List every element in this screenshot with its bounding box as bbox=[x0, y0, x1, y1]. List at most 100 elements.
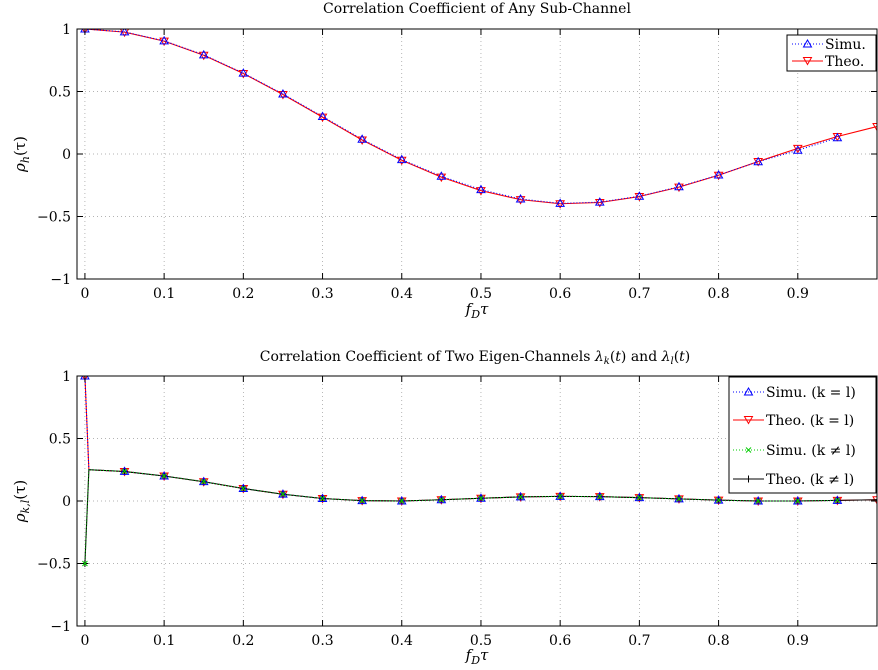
data-point bbox=[636, 494, 643, 501]
y-tick-label: 0.5 bbox=[49, 85, 71, 101]
data-point bbox=[515, 196, 526, 205]
data-point bbox=[515, 193, 526, 203]
legend-entry-theo-neq: Theo. (k ≠ l) bbox=[733, 472, 854, 488]
chart-top: Correlation Coefficient of Any Sub-Chann… bbox=[11, 1, 878, 321]
x-tick-label: 0.5 bbox=[470, 633, 492, 649]
data-point bbox=[476, 187, 486, 196]
data-point bbox=[755, 498, 762, 504]
data-point bbox=[159, 35, 169, 45]
x-tick-label: 0.6 bbox=[549, 633, 571, 649]
chart-top-grid bbox=[77, 28, 877, 280]
data-point bbox=[872, 123, 877, 132]
data-point bbox=[161, 473, 167, 479]
x-tick-label: 0.6 bbox=[549, 286, 571, 302]
chart-bottom-legend-box bbox=[728, 376, 877, 494]
legend-label-theo-neq: Theo. (k ≠ l) bbox=[766, 472, 854, 488]
data-point bbox=[280, 491, 286, 497]
chart-top-legend: Simu. Theo. bbox=[786, 34, 877, 72]
legend-label-simu: Simu. bbox=[825, 37, 866, 53]
legend-label-theo: Theo. bbox=[825, 54, 864, 70]
legend-entry-simu-neq: Simu. (k ≠ l) bbox=[733, 443, 856, 459]
data-point bbox=[436, 173, 447, 183]
x-tick-label: 0.4 bbox=[391, 633, 413, 649]
data-point bbox=[674, 183, 684, 193]
chart-bottom-legend: Simu. (k = l) Theo. (k = l) Simu. (k ≠ l… bbox=[728, 376, 877, 494]
data-point bbox=[476, 184, 486, 194]
data-point bbox=[517, 494, 524, 500]
legend-marker-theo-neq bbox=[745, 475, 752, 483]
legend-label-simu-neq: Simu. (k ≠ l) bbox=[766, 443, 856, 459]
x-tick-label: 0 bbox=[80, 633, 89, 649]
data-point bbox=[119, 466, 130, 475]
series-line bbox=[84, 29, 838, 204]
data-point bbox=[713, 171, 724, 181]
x-tick-label: 0.2 bbox=[232, 286, 254, 302]
data-point bbox=[832, 495, 843, 504]
chart-bottom-ticks: 0 0.1 0.2 0.3 0.4 0.5 0.6 0.7 0.8 0.9 −1 −0.5 0 0.5 1 bbox=[37, 369, 877, 649]
x-tick-label: 0.3 bbox=[311, 286, 333, 302]
data-point bbox=[594, 199, 605, 208]
y-tick-label: −0.5 bbox=[37, 210, 71, 226]
chart-bottom: Correlation Coefficient of Two Eigen-Cha… bbox=[11, 349, 878, 667]
series-line bbox=[84, 469, 838, 564]
data-point bbox=[240, 485, 247, 492]
data-point bbox=[792, 145, 803, 154]
chart-bottom-title: Correlation Coefficient of Two Eigen-Cha… bbox=[260, 349, 691, 367]
chart-top-legend-box bbox=[786, 34, 877, 72]
legend-marker-theo bbox=[802, 57, 813, 66]
data-point bbox=[557, 493, 564, 500]
data-point bbox=[317, 493, 328, 502]
x-tick-label: 0.8 bbox=[707, 286, 729, 302]
legend-marker-simu-eq bbox=[743, 386, 754, 396]
series-line bbox=[84, 29, 877, 205]
data-point bbox=[792, 495, 803, 505]
data-point bbox=[121, 468, 128, 475]
legend-entry-simu-eq: Simu. (k = l) bbox=[733, 385, 856, 401]
legend-label-simu-eq: Simu. (k = l) bbox=[766, 385, 856, 401]
data-point bbox=[478, 495, 484, 502]
legend-entry-theo-eq: Theo. (k = l) bbox=[733, 413, 854, 429]
data-point bbox=[198, 49, 209, 59]
data-point bbox=[198, 476, 209, 486]
data-point bbox=[438, 496, 445, 503]
data-point bbox=[594, 197, 605, 206]
data-point bbox=[396, 154, 407, 164]
y-tick-label: −0.5 bbox=[37, 557, 71, 573]
data-point bbox=[238, 68, 249, 77]
legend-entry-simu: Simu. bbox=[792, 37, 866, 53]
chart-top-series bbox=[80, 29, 877, 209]
data-point bbox=[396, 495, 407, 505]
x-tick-label: 0.8 bbox=[707, 633, 729, 649]
data-point bbox=[200, 478, 207, 485]
plot-area bbox=[80, 376, 877, 567]
x-tick-label: 0.4 bbox=[391, 286, 413, 302]
plot-area bbox=[80, 29, 877, 209]
chart-bottom-xlabel: fDτ bbox=[465, 646, 489, 667]
chart-top-title: Correlation Coefficient of Any Sub-Chann… bbox=[323, 1, 631, 17]
y-tick-label: −1 bbox=[50, 619, 71, 635]
data-point bbox=[715, 497, 722, 503]
y-tick-label: 0 bbox=[62, 494, 71, 510]
data-point bbox=[357, 134, 368, 143]
data-point bbox=[594, 491, 605, 501]
data-point bbox=[555, 200, 566, 209]
y-tick-label: 0.5 bbox=[49, 432, 71, 448]
legend-label-theo-eq: Theo. (k = l) bbox=[766, 413, 854, 429]
data-point bbox=[713, 495, 724, 504]
data-point bbox=[634, 492, 645, 502]
data-point bbox=[555, 491, 566, 500]
data-point bbox=[82, 560, 88, 567]
data-point bbox=[515, 491, 526, 501]
data-point bbox=[198, 51, 209, 61]
data-point bbox=[436, 171, 447, 180]
data-point bbox=[436, 494, 447, 504]
data-point bbox=[119, 29, 130, 36]
x-tick-label: 0.9 bbox=[787, 633, 809, 649]
data-point bbox=[398, 498, 405, 504]
y-tick-label: 1 bbox=[62, 22, 71, 38]
data-point bbox=[753, 156, 764, 166]
legend-marker-theo-eq bbox=[743, 416, 754, 425]
y-tick-label: −1 bbox=[50, 272, 71, 288]
data-point bbox=[794, 498, 801, 504]
data-point bbox=[713, 169, 724, 179]
